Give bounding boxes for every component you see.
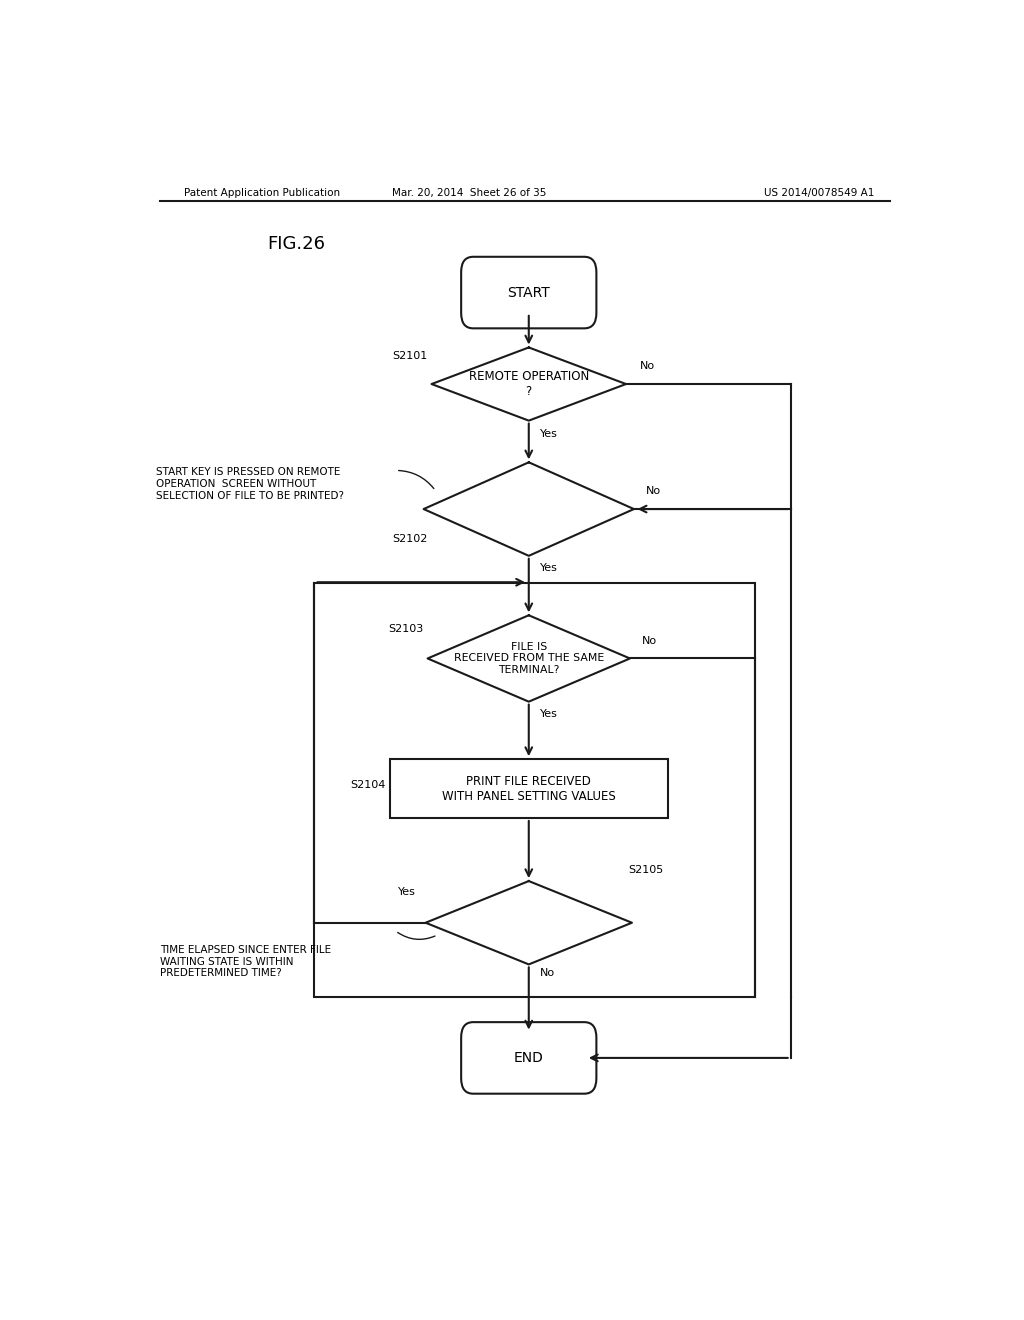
Text: PRINT FILE RECEIVED
WITH PANEL SETTING VALUES: PRINT FILE RECEIVED WITH PANEL SETTING V… <box>442 775 615 803</box>
Text: US 2014/0078549 A1: US 2014/0078549 A1 <box>764 187 873 198</box>
Text: S2103: S2103 <box>388 624 424 634</box>
Text: Mar. 20, 2014  Sheet 26 of 35: Mar. 20, 2014 Sheet 26 of 35 <box>392 187 547 198</box>
Text: FIG.26: FIG.26 <box>267 235 325 252</box>
Text: TIME ELAPSED SINCE ENTER FILE
WAITING STATE IS WITHIN
PREDETERMINED TIME?: TIME ELAPSED SINCE ENTER FILE WAITING ST… <box>160 945 331 978</box>
Bar <box>390 759 668 818</box>
Text: REMOTE OPERATION
?: REMOTE OPERATION ? <box>469 370 589 399</box>
Text: S2102: S2102 <box>392 535 428 544</box>
Text: END: END <box>514 1051 544 1065</box>
Text: Yes: Yes <box>398 887 416 896</box>
Text: Yes: Yes <box>540 709 558 719</box>
Text: S2105: S2105 <box>628 865 664 875</box>
FancyBboxPatch shape <box>461 1022 596 1094</box>
Text: Yes: Yes <box>540 562 558 573</box>
Text: START: START <box>508 285 550 300</box>
Text: No: No <box>646 486 660 496</box>
Bar <box>314 583 755 997</box>
Text: S2104: S2104 <box>350 780 386 789</box>
FancyBboxPatch shape <box>461 257 596 329</box>
Text: No: No <box>642 636 657 647</box>
Text: START KEY IS PRESSED ON REMOTE
OPERATION  SCREEN WITHOUT
SELECTION OF FILE TO BE: START KEY IS PRESSED ON REMOTE OPERATION… <box>156 467 344 500</box>
Text: S2101: S2101 <box>392 351 428 360</box>
Text: Patent Application Publication: Patent Application Publication <box>183 187 340 198</box>
Text: Yes: Yes <box>540 429 558 438</box>
Text: FILE IS
RECEIVED FROM THE SAME
TERMINAL?: FILE IS RECEIVED FROM THE SAME TERMINAL? <box>454 642 604 675</box>
Text: No: No <box>540 969 555 978</box>
Text: No: No <box>640 360 655 371</box>
